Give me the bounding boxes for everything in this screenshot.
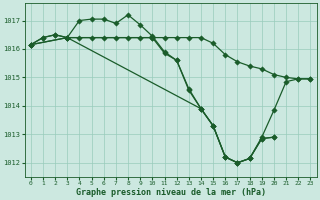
X-axis label: Graphe pression niveau de la mer (hPa): Graphe pression niveau de la mer (hPa) [76, 188, 266, 197]
